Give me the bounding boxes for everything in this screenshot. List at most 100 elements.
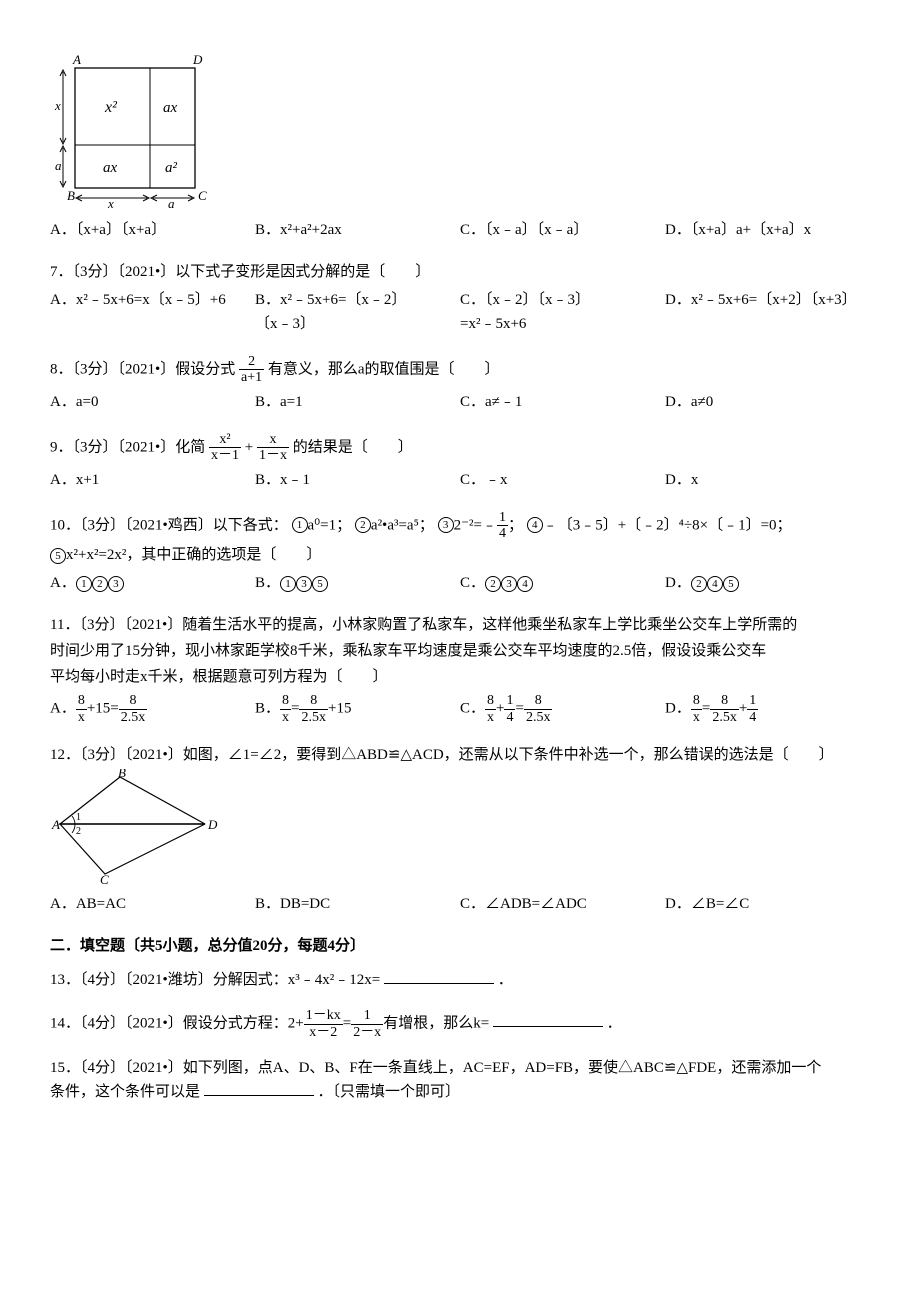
q6-options: A．〔x+a〕〔x+a〕 B．x²+a²+2ax C．〔x﹣a〕〔x﹣a〕 D．… (50, 218, 870, 242)
q10-p1: a⁰=1； (308, 517, 352, 533)
q14-f2: 12－x (351, 1008, 383, 1040)
q13-post: ． (494, 972, 513, 988)
q8-frac: 2 a+1 (239, 354, 264, 386)
q9-stem-post: 的结果是〔 〕 (293, 439, 413, 455)
q11-stem2: 时间少用了15分钟，现小林家距学校8千米，乘私家车平均速度是乘公交车平均速度的2… (50, 639, 870, 663)
label-a-bot: a (168, 196, 175, 210)
q7-stem: 7．〔3分〕〔2021•〕以下式子变形是因式分解的是〔 〕 (50, 260, 870, 284)
q11-opt-b: B．8x=82.5x+15 (255, 693, 460, 725)
q10-a3: 3 (108, 576, 124, 592)
q10-opt-b: B．135 (255, 571, 460, 595)
q10-opt-a: A．123 (50, 571, 255, 595)
q11-b-f1n: 8 (280, 693, 291, 709)
q10-c-pre: C． (460, 575, 485, 591)
q13: 13．〔4分〕〔2021•潍坊〕分解因式：x³﹣4x²﹣12x= ． (50, 968, 870, 992)
q9-plus: + (245, 439, 253, 455)
q12-opt-a: A．AB=AC (50, 892, 255, 916)
q14-pre: 14．〔4分〕〔2021•〕假设分式方程：2+ (50, 1015, 304, 1031)
corner-A: A (72, 52, 81, 67)
q11-b-f1d: x (280, 710, 291, 725)
q10-a2: 2 (92, 576, 108, 592)
q11-d-p: + (739, 701, 747, 717)
q12-n1: 1 (76, 812, 81, 823)
q10-d3: 5 (723, 576, 739, 592)
q7-b-line1: B．x²﹣5x+6=〔x﹣2〕 (255, 288, 450, 312)
q11-c-f2n: 1 (504, 693, 515, 709)
q10-p3-post: ； (508, 517, 523, 533)
q12-n2: 2 (76, 826, 81, 837)
q9-opt-d: D．x (665, 468, 870, 492)
q11-b-pre: B． (255, 701, 280, 717)
q14-post: ． (603, 1015, 622, 1031)
q7-opt-b: B．x²﹣5x+6=〔x﹣2〕 〔x﹣3〕 (255, 288, 460, 336)
q9: 9．〔3分〕〔2021•〕化简 x² x－1 + x 1－x 的结果是〔 〕 A… (50, 432, 870, 492)
q9-opt-c: C．﹣x (460, 468, 665, 492)
q15-blank (204, 1081, 314, 1096)
q14-f1d: x－2 (304, 1025, 343, 1040)
q9-stem-pre: 9．〔3分〕〔2021•〕化简 (50, 439, 205, 455)
q14-f1n: 1－kx (304, 1008, 343, 1024)
q10-p3-pre: 2⁻²=﹣ (454, 517, 497, 533)
q10-circ1: 1 (292, 517, 308, 533)
q11-d-f3d: 4 (747, 710, 758, 725)
q11-d-f3n: 1 (747, 693, 758, 709)
q10-a-pre: A． (50, 575, 76, 591)
q10-d2: 4 (707, 576, 723, 592)
q15-stem1: 15．〔4分〕〔2021•〕如下列图，点A、D、B、F在一条直线上，AC=EF，… (50, 1056, 870, 1080)
q10-b3: 5 (312, 576, 328, 592)
q9-f1-num: x² (209, 432, 241, 448)
q10-stem: 10．〔3分〕〔2021•鸡西〕以下各式： 1a⁰=1； 2a²•a³=a⁵； … (50, 510, 870, 542)
q11-b-post: +15 (328, 701, 351, 717)
q10-fnum: 1 (497, 510, 508, 526)
q8-opt-c: C．a≠﹣1 (460, 390, 665, 414)
q9-f2-den: 1－x (257, 448, 289, 463)
q10-fden: 4 (497, 526, 508, 541)
cell-bl: ax (103, 160, 118, 176)
diagram-q12: A B C D 1 2 (50, 769, 870, 884)
q11-d-f1d: x (691, 710, 702, 725)
q11-b-f2n: 8 (299, 693, 328, 709)
q11-c-p: + (496, 701, 504, 717)
q8-opt-a: A．a=0 (50, 390, 255, 414)
q14-f1: 1－kxx－2 (304, 1008, 343, 1040)
q10-c2: 3 (501, 576, 517, 592)
q9-frac1: x² x－1 (209, 432, 241, 464)
q6-opt-d: D．〔x+a〕a+〔x+a〕x (665, 218, 870, 242)
q11-opt-d: D．8x=82.5x+14 (665, 693, 870, 725)
q11-c-f2d: 4 (504, 710, 515, 725)
q10-circ4: 4 (527, 517, 543, 533)
label-x-left: x (54, 98, 61, 113)
q13-blank (384, 969, 494, 984)
q11-c-eq: = (515, 701, 523, 717)
q6-opt-a: A．〔x+a〕〔x+a〕 (50, 218, 255, 242)
cell-tr: ax (163, 100, 178, 116)
q14-blank (493, 1012, 603, 1027)
q11-a-f1d: x (76, 710, 87, 725)
q14-f2d: 2－x (351, 1025, 383, 1040)
q10-circ3: 3 (438, 517, 454, 533)
q12-A: A (51, 817, 60, 832)
q12-opt-b: B．DB=DC (255, 892, 460, 916)
q8-frac-num: 2 (239, 354, 264, 370)
q7-c-line2: =x²﹣5x+6 (460, 312, 655, 336)
q10: 10．〔3分〕〔2021•鸡西〕以下各式： 1a⁰=1； 2a²•a³=a⁵； … (50, 510, 870, 596)
diagram-q6: A D B C x a x a x² ax ax a² (50, 50, 870, 210)
q10-b1: 1 (280, 576, 296, 592)
q8: 8．〔3分〕〔2021•〕假设分式 2 a+1 有意义，那么a的取值围是〔 〕 … (50, 354, 870, 414)
q8-stem: 8．〔3分〕〔2021•〕假设分式 2 a+1 有意义，那么a的取值围是〔 〕 (50, 354, 870, 386)
q12-svg: A B C D 1 2 (50, 769, 220, 884)
q11-a-f2d: 2.5x (119, 710, 148, 725)
q7-opt-a: A．x²﹣5x+6=x〔x﹣5〕+6 (50, 288, 255, 336)
q9-opt-a: A．x+1 (50, 468, 255, 492)
q11-c-f3d: 2.5x (524, 710, 553, 725)
q7: 7．〔3分〕〔2021•〕以下式子变形是因式分解的是〔 〕 A．x²﹣5x+6=… (50, 260, 870, 336)
q11-d-f2n: 8 (710, 693, 739, 709)
q10-d1: 2 (691, 576, 707, 592)
q11-c-pre: C． (460, 701, 485, 717)
q10-b-pre: B． (255, 575, 280, 591)
q9-stem: 9．〔3分〕〔2021•〕化简 x² x－1 + x 1－x 的结果是〔 〕 (50, 432, 870, 464)
q10-p5: x²+x²=2x²，其中正确的选项是〔 〕 (66, 547, 321, 563)
q12-C: C (100, 872, 109, 884)
cell-tl: x² (104, 99, 118, 116)
q10-opt-d: D．245 (665, 571, 870, 595)
